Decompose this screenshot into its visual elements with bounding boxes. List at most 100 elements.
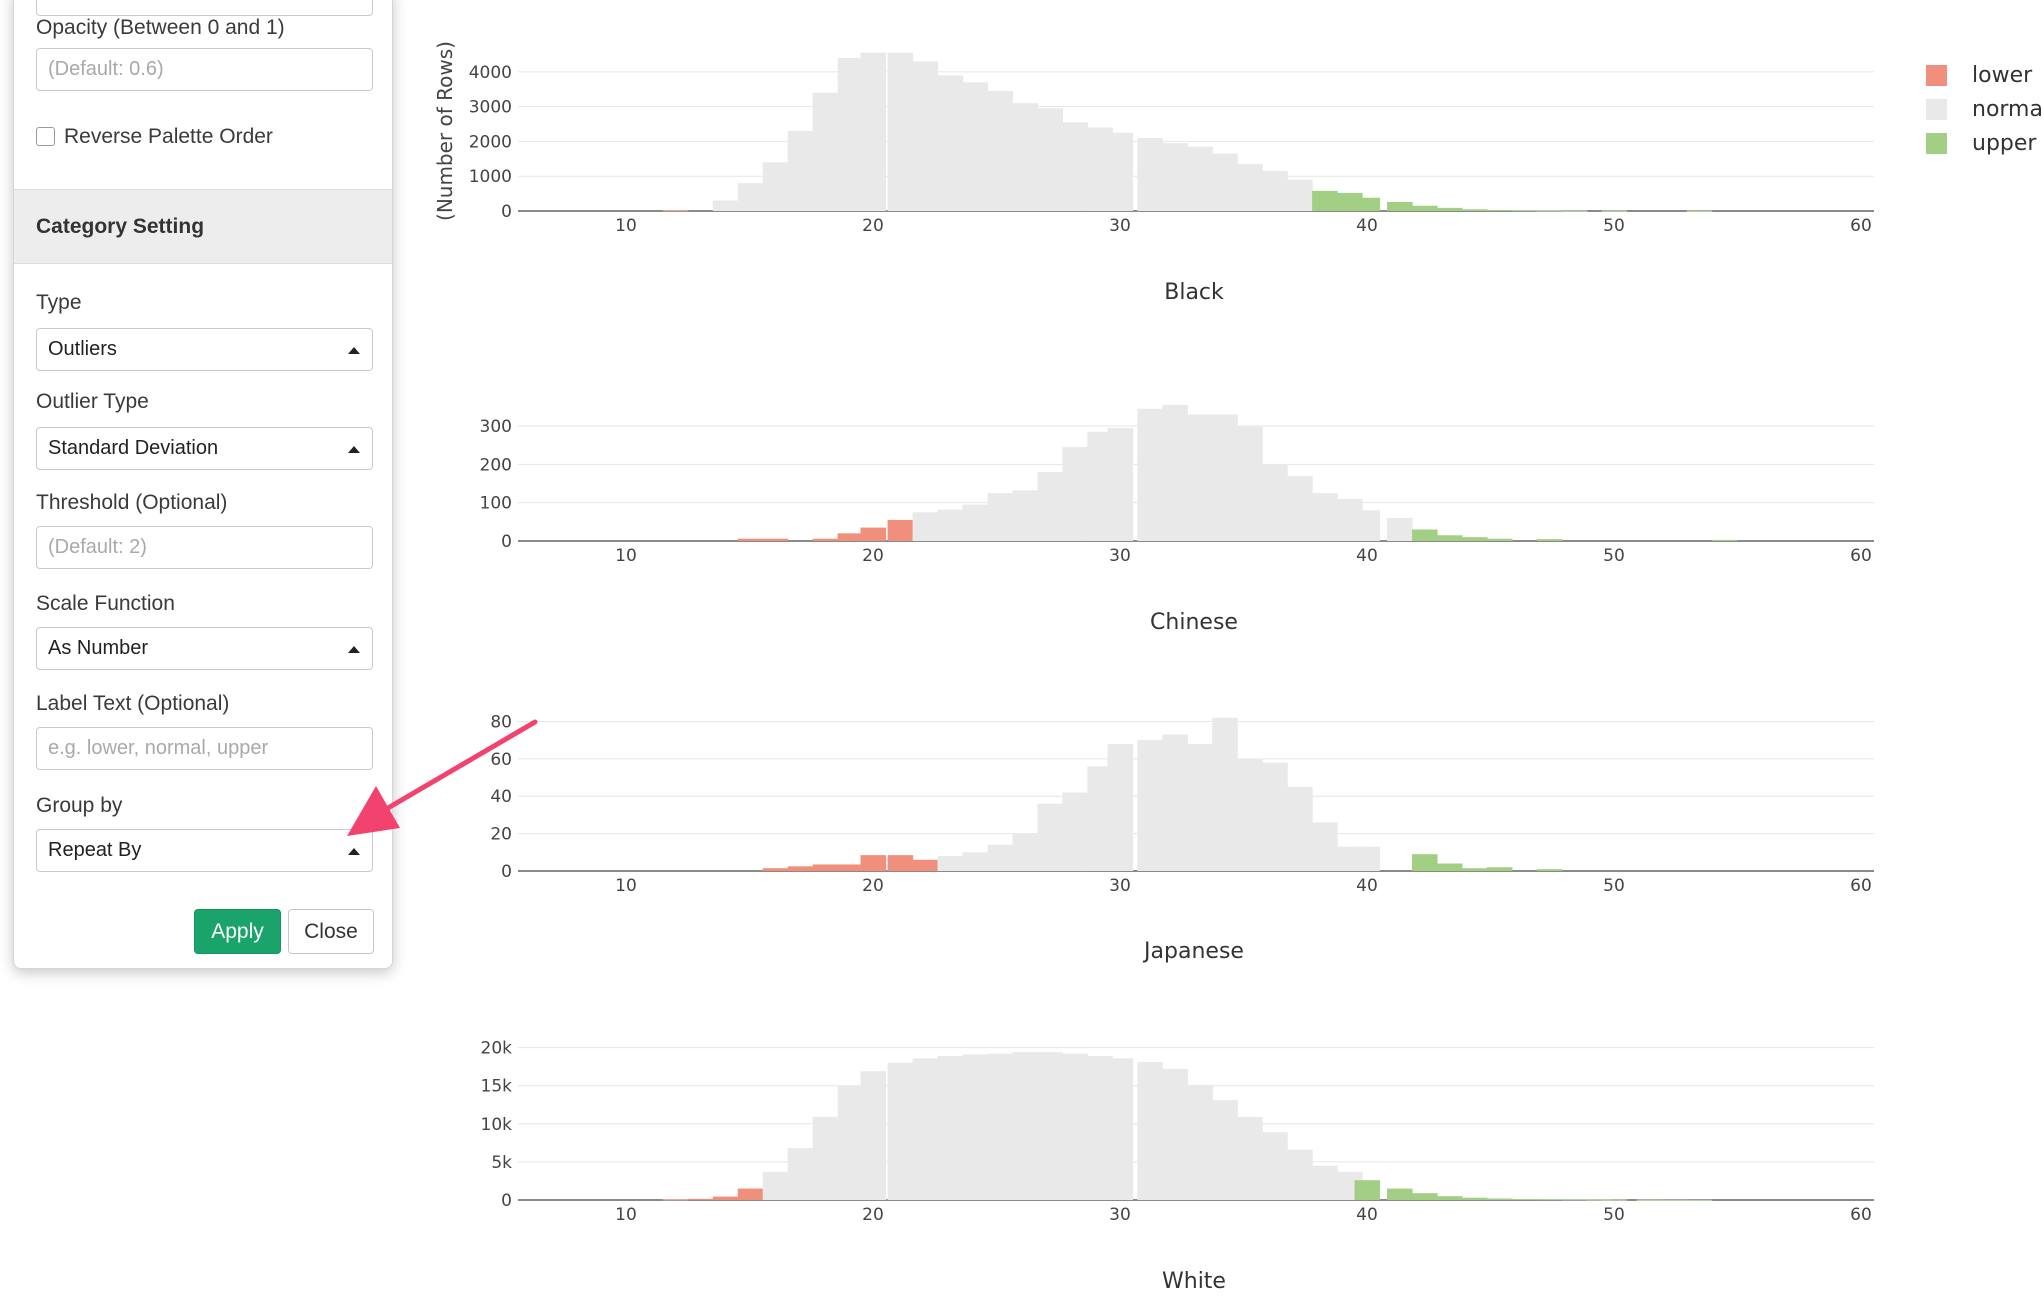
reverse-palette-checkbox[interactable] [36,127,55,146]
scale-function-label: Scale Function [36,592,175,615]
histogram-bar-normal [962,82,989,211]
caret-up-icon [348,347,360,354]
histogram-bar-normal [1212,414,1238,541]
outlier-type-select[interactable]: Standard Deviation [36,427,373,470]
facet-title: Chinese [1150,610,1238,635]
histogram-bar-normal [1162,1068,1188,1200]
outlier-type-select-value: Standard Deviation [48,437,219,459]
histogram-bar-normal [837,1085,864,1200]
y-tick-label: 0 [501,202,512,222]
histogram-bar-upper [1711,539,1738,541]
histogram-bar-normal [1137,408,1163,541]
histogram-bar-normal [1262,171,1288,211]
histogram-bar-normal [1162,143,1188,211]
y-tick-label: 40 [490,787,512,807]
histogram-bar-normal [1187,743,1213,871]
scale-function-select-value: As Number [48,637,149,659]
x-tick-label: 60 [1850,216,1872,236]
y-tick-label: 2000 [469,132,512,152]
x-tick-label: 50 [1603,546,1625,566]
close-button[interactable]: Close [288,909,374,954]
histogram-bar-normal [1162,734,1188,871]
legend-label: normal [1972,97,2044,122]
apply-button[interactable]: Apply [194,909,281,954]
histogram-bar-upper [1436,1196,1463,1200]
histogram-bar-normal [1354,510,1381,541]
label-text-label: Label Text (Optional) [36,692,230,715]
x-tick-label: 30 [1109,546,1131,566]
x-tick-label: 10 [615,1205,637,1225]
histogram-bar-normal [912,1058,939,1200]
x-tick-label: 60 [1850,876,1872,896]
y-tick-label: 1000 [469,167,512,187]
scale-function-select[interactable]: As Number [36,627,373,670]
histogram-bar-upper [1536,539,1563,541]
histogram-bar-normal [1107,1058,1134,1200]
histogram-bar-normal [787,1148,814,1200]
x-tick-label: 30 [1109,876,1131,896]
histogram-bar-upper [1486,209,1513,211]
reverse-palette-label: Reverse Palette Order [64,125,273,148]
histogram-bar-lower [737,538,764,541]
x-tick-label: 40 [1356,216,1378,236]
palette-select[interactable] [36,0,373,16]
histogram-bar-normal [1107,743,1134,871]
x-tick-label: 10 [615,546,637,566]
histogram-bar-lower [887,519,914,541]
y-tick-label: 4000 [469,63,512,83]
x-tick-label: 50 [1603,876,1625,896]
histogram-bar-upper [1536,869,1563,871]
histogram-bar-normal [860,52,887,211]
histogram-bar-upper [1436,207,1463,211]
histogram-bar-normal [1062,447,1088,541]
histogram-bar-upper [1601,210,1628,212]
histogram-bar-normal [1037,803,1063,871]
histogram-bar-lower [762,868,789,871]
histogram-bar-normal [937,75,964,211]
histogram-bar-normal [1137,137,1163,211]
histogram-bar-upper [1387,201,1413,211]
histogram-bar-normal [1012,103,1039,211]
histogram-bar-normal [987,91,1014,211]
histogram-bar-upper [1661,1199,1688,1201]
histogram-bar-lower [887,855,914,871]
histogram-bar-normal [912,512,939,541]
histogram-bar-upper [1536,1199,1563,1201]
histogram-bar-normal [1107,132,1134,211]
outlier-type-label: Outlier Type [36,390,149,413]
histogram-bar-normal [812,92,839,211]
histogram-bar-normal [1354,846,1381,871]
legend-label: upper [1972,131,2037,156]
histogram-bar-normal [1312,493,1338,541]
y-tick-label: 80 [490,712,512,732]
type-select[interactable]: Outliers [36,328,373,371]
histogram-bar-upper [1461,868,1488,871]
caret-up-icon [348,646,360,653]
threshold-input[interactable]: (Default: 2) [36,526,373,569]
opacity-input[interactable]: (Default: 0.6) [36,48,373,91]
histogram-bar-normal [762,162,789,211]
x-tick-label: 30 [1109,1205,1131,1225]
legend-swatch [1926,65,1947,86]
histogram-bar-upper [1387,1188,1413,1200]
x-tick-label: 40 [1356,1205,1378,1225]
histogram-bar-upper [1486,1198,1513,1200]
histogram-bar-normal [937,856,964,871]
label-text-input[interactable]: e.g. lower, normal, upper [36,727,373,770]
chart-settings-panel: Opacity (Between 0 and 1) (Default: 0.6)… [13,0,393,969]
y-tick-label: 15k [481,1077,513,1097]
y-tick-label: 20 [490,825,512,845]
group-by-select[interactable]: Repeat By [36,829,373,872]
x-tick-label: 60 [1850,1205,1872,1225]
y-tick-label: 3000 [469,98,512,118]
histogram-bar-lower [860,527,887,541]
histogram-bar-normal [1187,414,1213,541]
caret-up-icon [348,848,360,855]
histogram-bar-normal [1262,1132,1288,1200]
histogram-bar-normal [1237,758,1263,871]
facet-title: Black [1164,280,1224,305]
y-tick-label: 200 [480,455,512,475]
histogram-bar-lower [737,1188,764,1200]
x-tick-label: 20 [862,1205,884,1225]
